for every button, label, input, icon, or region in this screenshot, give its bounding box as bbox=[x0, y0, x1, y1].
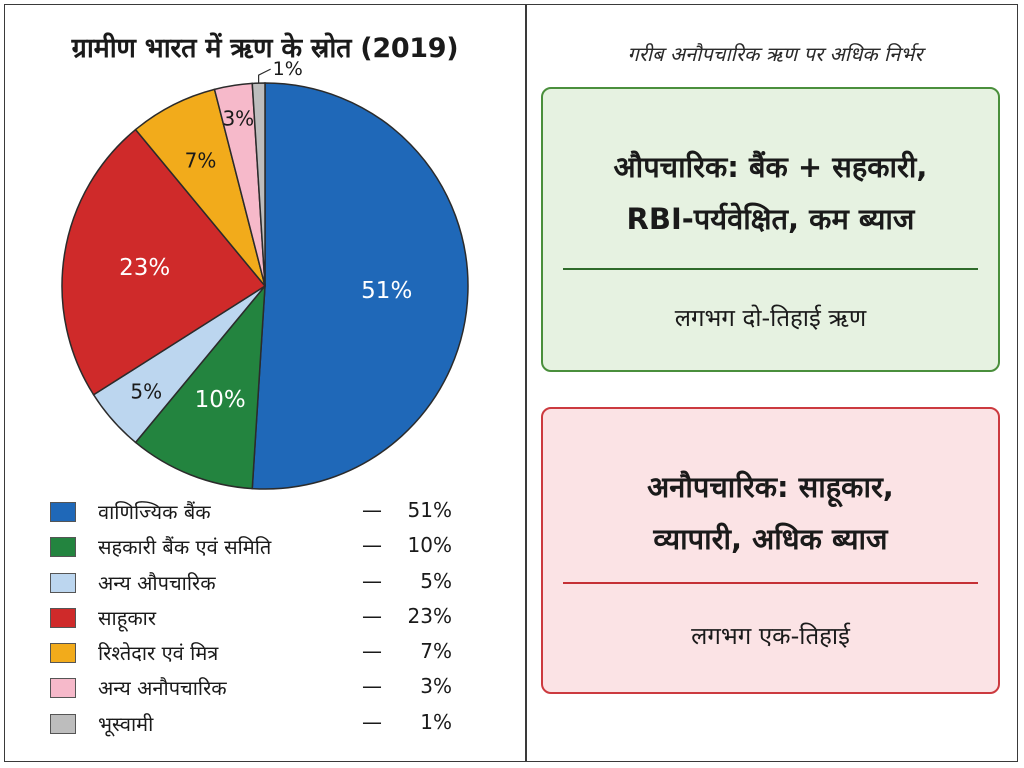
slice-label-moneylenders: 23% bbox=[119, 255, 170, 281]
legend-dash: — bbox=[362, 709, 382, 734]
legend-value: 1% bbox=[420, 709, 452, 734]
legend: वाणिज्यिक बैंक — 51% सहकारी बैंक एवं समिति —… bbox=[50, 496, 470, 743]
legend-dash: — bbox=[362, 533, 382, 558]
legend-entry-landlords: भूस्वामी — 1% bbox=[50, 708, 470, 743]
legend-entry-moneylenders: साहूकार — 23% bbox=[50, 602, 470, 637]
legend-swatch bbox=[50, 607, 76, 628]
formal-heading: औपचारिक: बैंक + सहकारी, RBI-पर्यवेक्षित,… bbox=[543, 141, 998, 245]
legend-swatch bbox=[50, 537, 76, 558]
legend-swatch bbox=[50, 643, 76, 664]
informal-credit-card: अनौपचारिक: साहूकार, व्यापारी, अधिक ब्याज… bbox=[541, 407, 1000, 694]
legend-label: वाणिज्यिक बैंक bbox=[98, 500, 211, 524]
slice-label-cooperatives: 10% bbox=[195, 387, 246, 413]
pie-slice-landlords bbox=[251, 82, 266, 287]
informal-heading: अनौपचारिक: साहूकार, व्यापारी, अधिक ब्याज bbox=[543, 461, 998, 565]
slice-label-other-informal: 3% bbox=[222, 107, 254, 131]
legend-value: 51% bbox=[407, 498, 452, 522]
informal-divider bbox=[563, 582, 978, 584]
legend-label: साहूकार bbox=[98, 605, 157, 630]
chart-panel: ग्रामीण भारत में ऋण के स्रोत (2019) 51% 1… bbox=[6, 6, 524, 760]
legend-swatch bbox=[50, 502, 76, 522]
pie-slice-cooperatives bbox=[134, 283, 266, 490]
legend-label: अन्य औपचारिक bbox=[98, 570, 216, 595]
legend-dash: — bbox=[362, 674, 382, 699]
legend-dash: — bbox=[362, 639, 382, 664]
legend-entry-cooperatives: सहकारी बैंक एवं समिति — 10% bbox=[50, 531, 470, 566]
legend-value: 3% bbox=[420, 674, 452, 699]
leader-line-landlords bbox=[258, 68, 271, 84]
informal-heading-line2: व्यापारी, अधिक ब्याज bbox=[653, 522, 888, 556]
legend-label: अन्य अनौपचारिक bbox=[98, 676, 227, 701]
informal-share: लगभग एक-तिहाई bbox=[691, 622, 850, 650]
legend-dash: — bbox=[362, 498, 382, 522]
slice-label-commercial-banks: 51% bbox=[361, 278, 412, 304]
legend-swatch bbox=[50, 678, 76, 699]
formal-share: लगभग दो-तिहाई ऋण bbox=[674, 304, 867, 332]
right-subtitle: गरीब अनौपचारिक ऋण पर अधिक निर्भर bbox=[627, 42, 923, 66]
formal-heading-line2: RBI-पर्यवेक्षित, कम ब्याज bbox=[626, 202, 915, 236]
legend-entry-other-informal: अन्य अनौपचारिक — 3% bbox=[50, 672, 470, 707]
slice-label-landlords: 1% bbox=[273, 58, 303, 80]
legend-value: 7% bbox=[420, 639, 452, 664]
legend-value: 10% bbox=[407, 533, 452, 558]
figure-frame bbox=[4, 4, 1018, 762]
chart-title: ग्रामीण भारत में ऋण के स्रोत (2019) bbox=[71, 33, 459, 64]
formal-divider bbox=[563, 268, 978, 270]
slice-label-other-formal: 5% bbox=[130, 380, 162, 404]
informal-heading-line1: अनौपचारिक: साहूकार, bbox=[647, 470, 894, 504]
pie-slice-moneylenders bbox=[61, 128, 267, 396]
legend-dash: — bbox=[362, 603, 382, 628]
slice-label-relatives-friends: 7% bbox=[185, 148, 217, 172]
formal-credit-card: औपचारिक: बैंक + सहकारी, RBI-पर्यवेक्षित,… bbox=[541, 87, 1000, 372]
legend-entry-commercial-banks: वाणिज्यिक बैंक — 51% bbox=[50, 496, 470, 531]
pie-chart: 51% 10% 5% 23% 7%3% 1% bbox=[61, 58, 469, 490]
legend-value: 23% bbox=[407, 603, 452, 628]
legend-label: सहकारी बैंक एवं समिति bbox=[98, 535, 272, 560]
formal-heading-line1: औपचारिक: बैंक + सहकारी, bbox=[613, 150, 928, 184]
legend-entry-relatives-friends: रिश्तेदार एवं मित्र — 7% bbox=[50, 637, 470, 672]
legend-value: 5% bbox=[420, 568, 452, 593]
legend-swatch bbox=[50, 713, 76, 734]
panel-divider bbox=[525, 4, 527, 762]
legend-entry-other-formal: अन्य औपचारिक — 5% bbox=[50, 567, 470, 602]
legend-dash: — bbox=[362, 568, 382, 593]
legend-label: रिश्तेदार एवं मित्र bbox=[98, 641, 219, 666]
legend-swatch bbox=[50, 572, 76, 593]
legend-label: भूस्वामी bbox=[98, 711, 154, 736]
pie-slice-commercial-banks bbox=[251, 82, 469, 490]
